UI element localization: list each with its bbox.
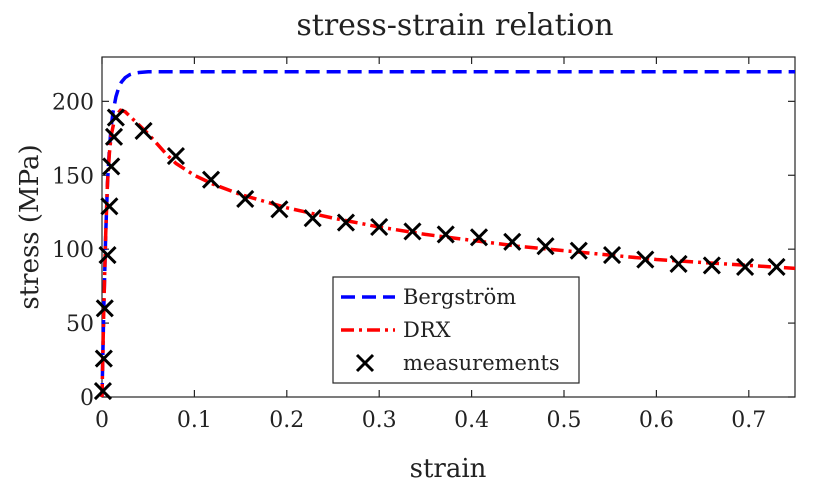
x-tick-label: 0.3 [362,408,397,433]
legend-label: measurements [403,351,560,375]
measurement-point [403,222,422,241]
axis-ticks: 0 0.1 0.2 0.3 0.4 0.5 0.6 0.7 0 50 100 150 200 [52,57,795,433]
measurement-point [94,349,113,368]
measurement-point [95,299,114,318]
measurement-point [98,246,117,265]
measurement-point [270,200,289,219]
y-tick-label: 50 [66,312,94,337]
x-tick-label: 0.6 [639,408,674,433]
measurement-point [100,197,119,216]
measurement-point [236,189,255,208]
measurement-point [104,127,124,146]
x-tick-label: 0.2 [269,408,304,433]
legend-swatch-measurements [355,353,375,373]
x-tick-label: 0 [95,408,109,433]
measurement-point [102,157,121,176]
y-tick-label: 0 [80,386,94,411]
x-tick-label: 0.4 [454,408,489,433]
measurement-point [503,232,522,251]
measurement-point [767,257,786,276]
y-tick-label: 150 [52,164,94,189]
measurement-point [106,108,125,127]
measurement-point [336,213,355,232]
measurement-point [134,121,153,140]
measurement-point [736,257,755,276]
measurement-point [636,250,655,269]
x-axis-label: strain [410,454,487,484]
legend-label: DRX [403,318,451,342]
x-tick-label: 0.7 [731,408,766,433]
measurement-point [469,228,489,247]
legend: Bergström DRX measurements [332,276,580,384]
y-tick-label: 200 [52,90,94,115]
x-tick-label: 0.5 [547,408,582,433]
measurement-point [201,170,221,189]
measurement-point [93,382,112,401]
measurement-point [303,209,322,228]
chart-title: stress-strain relation [296,8,613,43]
measurement-point [602,246,622,265]
y-tick-label: 100 [52,238,94,263]
measurement-point [569,241,588,260]
measurement-point [702,256,721,275]
measurement-point [669,254,688,274]
measurement-point [536,237,555,256]
legend-label: Bergström [403,285,516,309]
measurement-point [370,217,389,237]
measurement-point [166,146,185,166]
measurement-point [436,225,455,244]
y-axis-label: stress (MPa) [15,144,45,309]
x-tick-label: 0.1 [177,408,212,433]
series-layer [93,70,796,401]
